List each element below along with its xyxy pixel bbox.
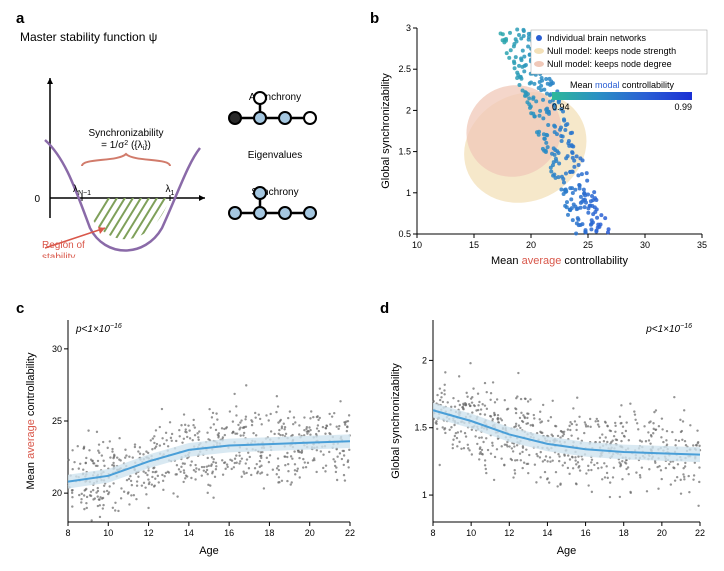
panel-a-svg: 0 λN−1 λ1 Synchronizability= 1/σ2 ({λi}) Reg… bbox=[20, 48, 340, 258]
svg-text:10: 10 bbox=[466, 528, 476, 538]
svg-text:8: 8 bbox=[65, 528, 70, 538]
svg-text:Null model: keeps node strengt: Null model: keeps node strength bbox=[547, 46, 676, 56]
svg-text:12: 12 bbox=[504, 528, 514, 538]
svg-text:0.99: 0.99 bbox=[674, 102, 692, 112]
svg-text:14: 14 bbox=[542, 528, 552, 538]
panel-a-label: a bbox=[16, 10, 24, 27]
panel-a-title: Master stability function ψ bbox=[20, 30, 340, 44]
svg-text:12: 12 bbox=[144, 528, 154, 538]
svg-text:Mean modal controllability: Mean modal controllability bbox=[570, 80, 675, 90]
svg-text:stability: stability bbox=[42, 252, 75, 258]
svg-text:20: 20 bbox=[52, 488, 62, 498]
svg-text:Mean average controllability: Mean average controllability bbox=[491, 255, 628, 267]
svg-text:20: 20 bbox=[657, 528, 667, 538]
panel-a: Master stability function ψ 0 λN−1 λ1 Synch… bbox=[20, 30, 340, 260]
panel-b: 10 15 20 25 30 35 0.5 1 1.5 2 2.5 3 Mean average con… bbox=[375, 20, 710, 270]
svg-text:8: 8 bbox=[430, 528, 435, 538]
svg-text:10: 10 bbox=[103, 528, 113, 538]
panel-c: 8 10 12 14 16 18 20 22 20 25 30 Age Mean average con… bbox=[20, 310, 360, 560]
svg-text:Global synchronizability: Global synchronizability bbox=[380, 73, 392, 189]
panel-b-svg: 10 15 20 25 30 35 0.5 1 1.5 2 2.5 3 Mean average con… bbox=[375, 20, 710, 270]
svg-text:2: 2 bbox=[422, 355, 427, 365]
svg-text:16: 16 bbox=[224, 528, 234, 538]
svg-text:16: 16 bbox=[581, 528, 591, 538]
svg-text:Eigenvalues: Eigenvalues bbox=[248, 150, 302, 161]
svg-text:λ1: λ1 bbox=[166, 184, 175, 197]
svg-text:18: 18 bbox=[264, 528, 274, 538]
svg-text:18: 18 bbox=[619, 528, 629, 538]
svg-text:Null model: keeps node degree: Null model: keeps node degree bbox=[547, 59, 672, 69]
svg-text:0: 0 bbox=[34, 194, 40, 205]
svg-text:35: 35 bbox=[697, 240, 707, 250]
svg-text:2: 2 bbox=[406, 105, 411, 115]
svg-text:0.5: 0.5 bbox=[398, 229, 411, 239]
svg-text:= 1/σ2 ({λi}): = 1/σ2 ({λi}) bbox=[101, 140, 151, 152]
svg-text:25: 25 bbox=[583, 240, 593, 250]
svg-text:3: 3 bbox=[406, 23, 411, 33]
svg-text:p<1×10−16: p<1×10−16 bbox=[645, 323, 692, 335]
svg-text:1: 1 bbox=[406, 188, 411, 198]
svg-text:1.5: 1.5 bbox=[414, 423, 427, 433]
svg-text:λN−1: λN−1 bbox=[73, 184, 91, 197]
svg-text:20: 20 bbox=[305, 528, 315, 538]
svg-text:25: 25 bbox=[52, 416, 62, 426]
svg-text:30: 30 bbox=[640, 240, 650, 250]
panel-d-svg: 8 10 12 14 16 18 20 22 1 1.5 2 Age Global synchroniz… bbox=[385, 310, 710, 560]
svg-text:1.5: 1.5 bbox=[398, 147, 411, 157]
svg-text:22: 22 bbox=[345, 528, 355, 538]
svg-text:20: 20 bbox=[526, 240, 536, 250]
svg-text:Mean average controllability: Mean average controllability bbox=[25, 352, 37, 489]
svg-text:p<1×10−16: p<1×10−16 bbox=[75, 323, 122, 335]
svg-text:Global synchronizability: Global synchronizability bbox=[390, 363, 402, 479]
svg-text:Individual brain networks: Individual brain networks bbox=[547, 33, 647, 43]
svg-text:1: 1 bbox=[422, 490, 427, 500]
figure-container: a Master stability function ψ 0 λN−1 λ1 Syn… bbox=[10, 10, 714, 561]
svg-text:Age: Age bbox=[199, 545, 219, 557]
svg-text:15: 15 bbox=[469, 240, 479, 250]
svg-text:30: 30 bbox=[52, 344, 62, 354]
svg-text:10: 10 bbox=[412, 240, 422, 250]
panel-d: 8 10 12 14 16 18 20 22 1 1.5 2 Age Global synchroniz… bbox=[385, 310, 710, 560]
svg-text:2.5: 2.5 bbox=[398, 64, 411, 74]
svg-text:14: 14 bbox=[184, 528, 194, 538]
svg-text:22: 22 bbox=[695, 528, 705, 538]
svg-text:Region of: Region of bbox=[42, 240, 85, 251]
svg-text:0.94: 0.94 bbox=[552, 102, 570, 112]
svg-text:Synchronizability: Synchronizability bbox=[88, 128, 163, 139]
panel-c-svg: 8 10 12 14 16 18 20 22 20 25 30 Age Mean average con… bbox=[20, 310, 360, 560]
svg-text:Age: Age bbox=[557, 545, 577, 557]
